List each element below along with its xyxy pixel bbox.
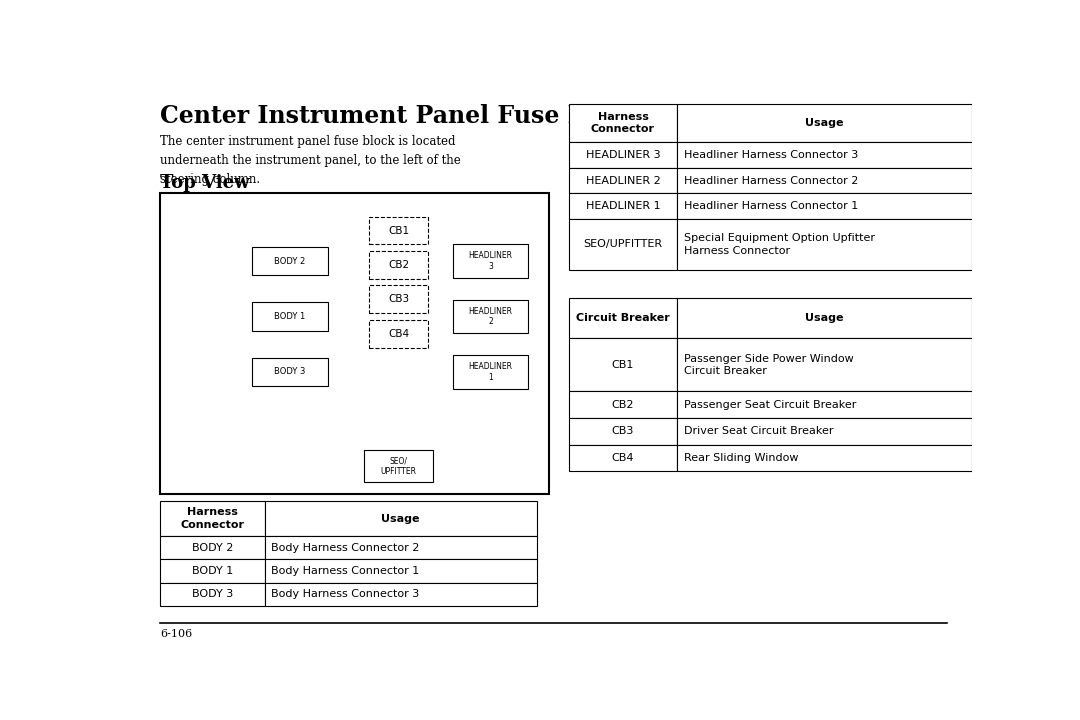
Text: BODY 3: BODY 3 [274, 367, 306, 377]
Bar [160, 193, 550, 494]
Text: CB4: CB4 [611, 453, 634, 463]
Text: Circuit Breaker: Circuit Breaker [576, 313, 670, 323]
Text: CB2: CB2 [388, 260, 409, 270]
Text: CB4: CB4 [388, 328, 409, 338]
Bar [160, 501, 265, 536]
Bar [160, 536, 265, 559]
Bar [265, 536, 537, 559]
Bar [369, 217, 428, 244]
Bar [253, 247, 327, 276]
Text: BODY 2: BODY 2 [192, 543, 233, 553]
Text: The center instrument panel fuse block is located
underneath the instrument pane: The center instrument panel fuse block i… [160, 135, 461, 186]
Bar [454, 244, 528, 278]
Text: 6-106: 6-106 [160, 629, 192, 639]
Bar [369, 320, 428, 348]
Text: HEADLINER
2: HEADLINER 2 [469, 307, 513, 326]
Text: Harness
Connector: Harness Connector [180, 508, 244, 530]
Bar [677, 391, 972, 418]
Text: SEO/UPFITTER: SEO/UPFITTER [583, 240, 662, 249]
Bar [265, 582, 537, 606]
Text: CB1: CB1 [611, 360, 634, 369]
Bar [160, 559, 265, 582]
Text: BODY 1: BODY 1 [192, 566, 233, 576]
Text: Usage: Usage [806, 313, 843, 323]
Text: Center Instrument Panel Fuse Block: Center Instrument Panel Fuse Block [160, 104, 643, 128]
Text: Usage: Usage [806, 118, 843, 128]
Text: Passenger Seat Circuit Breaker: Passenger Seat Circuit Breaker [684, 400, 856, 410]
Text: Body Harness Connector 1: Body Harness Connector 1 [271, 566, 420, 576]
Text: Headliner Harness Connector 1: Headliner Harness Connector 1 [684, 201, 859, 211]
Bar [265, 501, 537, 536]
Bar [677, 104, 972, 143]
Text: Passenger Side Power Window
Circuit Breaker: Passenger Side Power Window Circuit Brea… [684, 354, 854, 376]
Text: Rear Sliding Window: Rear Sliding Window [684, 453, 798, 463]
Bar [568, 143, 677, 168]
Bar [677, 194, 972, 219]
Bar [568, 168, 677, 194]
Bar [369, 285, 428, 313]
Text: Driver Seat Circuit Breaker: Driver Seat Circuit Breaker [684, 426, 834, 436]
Bar [677, 219, 972, 270]
Text: SEO/
UPFITTER: SEO/ UPFITTER [380, 456, 417, 476]
Text: HEADLINER 3: HEADLINER 3 [585, 150, 660, 160]
Text: CB2: CB2 [611, 400, 634, 410]
Bar [568, 298, 677, 338]
Text: Top View: Top View [160, 174, 249, 192]
Text: CB1: CB1 [388, 225, 409, 235]
Bar [568, 194, 677, 219]
Text: Body Harness Connector 3: Body Harness Connector 3 [271, 589, 420, 599]
Bar [253, 302, 327, 331]
Bar [677, 168, 972, 194]
Bar [568, 418, 677, 444]
Bar [364, 450, 433, 482]
Bar [568, 444, 677, 471]
Text: CB3: CB3 [611, 426, 634, 436]
Bar [568, 391, 677, 418]
Text: CB3: CB3 [388, 294, 409, 305]
Text: Body Harness Connector 2: Body Harness Connector 2 [271, 543, 420, 553]
Bar [160, 582, 265, 606]
Bar [677, 338, 972, 391]
Bar [454, 300, 528, 333]
Text: Headliner Harness Connector 3: Headliner Harness Connector 3 [684, 150, 859, 160]
Bar [265, 559, 537, 582]
Bar [568, 338, 677, 391]
Text: Special Equipment Option Upfitter
Harness Connector: Special Equipment Option Upfitter Harnes… [684, 233, 875, 256]
Bar [369, 251, 428, 279]
Text: BODY 3: BODY 3 [192, 589, 233, 599]
Bar [677, 143, 972, 168]
Text: HEADLINER 2: HEADLINER 2 [585, 176, 660, 186]
Bar [253, 358, 327, 387]
Bar [677, 444, 972, 471]
Bar [677, 418, 972, 444]
Text: Harness
Connector: Harness Connector [591, 112, 654, 135]
Text: BODY 1: BODY 1 [274, 312, 306, 321]
Bar [454, 355, 528, 389]
Bar [568, 219, 677, 270]
Text: HEADLINER
3: HEADLINER 3 [469, 251, 513, 271]
Text: Usage: Usage [381, 513, 420, 523]
Text: HEADLINER
1: HEADLINER 1 [469, 362, 513, 382]
Bar [677, 298, 972, 338]
Text: BODY 2: BODY 2 [274, 256, 306, 266]
Bar [568, 104, 677, 143]
Text: Headliner Harness Connector 2: Headliner Harness Connector 2 [684, 176, 859, 186]
Text: HEADLINER 1: HEADLINER 1 [585, 201, 660, 211]
